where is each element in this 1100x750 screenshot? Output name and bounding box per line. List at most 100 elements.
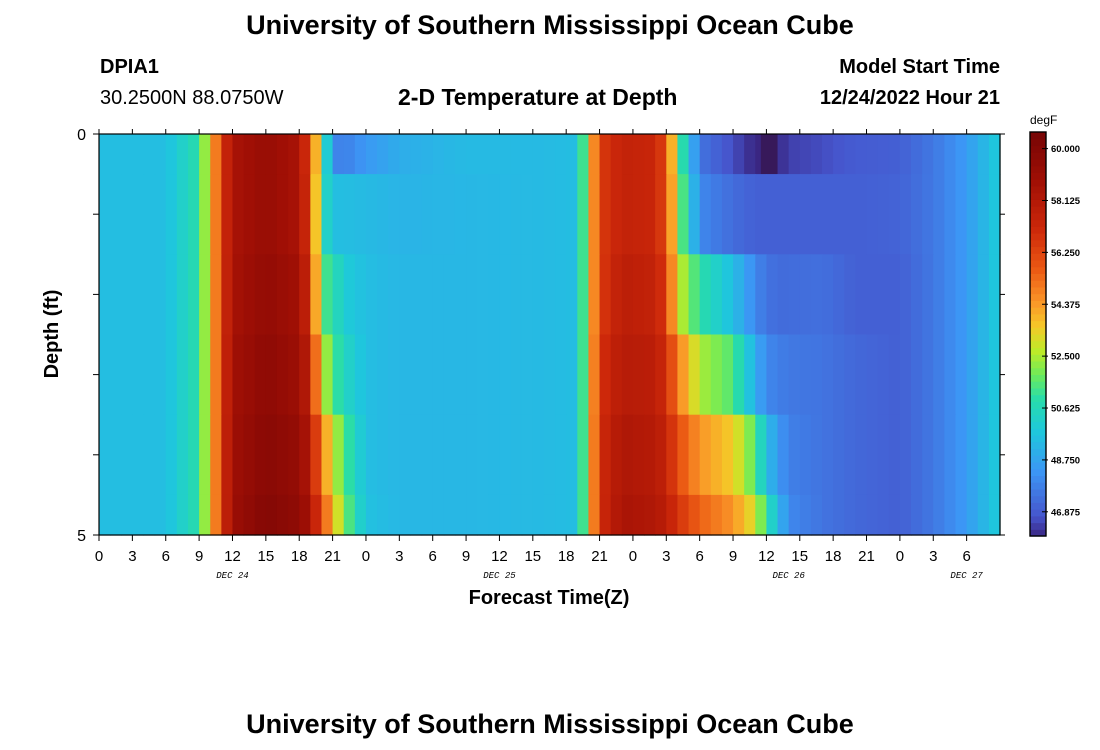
heatmap-cell [899, 254, 912, 336]
heatmap-cell [443, 494, 456, 536]
heatmap-cell [644, 174, 656, 255]
heatmap-cell [388, 254, 400, 336]
heatmap-cell [810, 174, 823, 255]
heatmap-cell [588, 254, 601, 336]
heatmap-cell [276, 494, 289, 536]
heatmap-cell [699, 254, 712, 336]
day-label: DEC 24 [216, 571, 248, 581]
heatmap-cell [365, 414, 378, 496]
heatmap-cell [154, 494, 167, 536]
colorbar-segment [1030, 239, 1046, 248]
heatmap-cell [121, 174, 133, 255]
heatmap-cell [555, 414, 567, 496]
heatmap-cell [766, 494, 779, 536]
colorbar-tick-label: 46.875 [1051, 507, 1081, 518]
heatmap-cell [299, 414, 311, 496]
heatmap-cell [966, 174, 979, 255]
heatmap-cell [210, 134, 222, 175]
heatmap-cell [944, 174, 957, 255]
x-tick-label: 6 [695, 548, 703, 565]
heatmap-cell [176, 494, 189, 536]
heatmap-cell [365, 134, 378, 175]
heatmap-cell [532, 174, 545, 255]
heatmap-cell [121, 494, 133, 536]
colorbar-segment [1030, 219, 1046, 227]
heatmap-cell [410, 334, 423, 416]
heatmap-cell [855, 414, 868, 496]
colorbar-segment [1030, 327, 1046, 335]
x-tick-label: 0 [629, 548, 637, 565]
heatmap-cell [888, 334, 901, 416]
heatmap-cell [165, 134, 178, 175]
heatmap-cell [688, 254, 701, 336]
heatmap-cell [888, 414, 901, 496]
colorbar-segment [1030, 313, 1046, 322]
heatmap-cell [265, 494, 278, 536]
heatmap-cell [210, 254, 222, 336]
heatmap-cell [733, 254, 745, 336]
heatmap-cell [288, 334, 300, 416]
heatmap-cell [543, 414, 556, 496]
heatmap-cell [432, 174, 445, 255]
heatmap-cell [232, 414, 245, 496]
colorbar-segment [1030, 502, 1046, 510]
x-tick-label: 3 [395, 548, 403, 565]
colorbar-segment [1030, 367, 1046, 375]
heatmap-cell [721, 174, 734, 255]
heatmap-cell [488, 254, 501, 336]
heatmap-cell [699, 494, 712, 536]
heatmap-cell [221, 174, 234, 255]
heatmap-cell [332, 134, 345, 175]
heatmap-cell [477, 254, 489, 336]
heatmap-cell [377, 254, 389, 336]
heatmap-cell [321, 414, 334, 496]
heatmap-cell [844, 414, 856, 496]
heatmap-cell [655, 174, 667, 255]
x-tick-label: 18 [825, 548, 842, 565]
colorbar-segment [1030, 455, 1046, 463]
heatmap-cell [443, 254, 456, 336]
heatmap-cell [877, 254, 890, 336]
heatmap-cell [699, 334, 712, 416]
heatmap-cell [577, 334, 590, 416]
heatmap-cell [365, 494, 378, 536]
heatmap-cell [165, 494, 178, 536]
heatmap-cell [699, 414, 712, 496]
heatmap-cell [988, 494, 1001, 536]
heatmap-cell [276, 174, 289, 255]
heatmap-cell [777, 134, 790, 175]
heatmap-cell [944, 334, 957, 416]
colorbar-segment [1030, 132, 1046, 140]
cold-spot-cell [760, 134, 778, 175]
heatmap-cell [210, 174, 222, 255]
heatmap-cell [365, 334, 378, 416]
heatmap-cell [799, 494, 812, 536]
heatmap-cell [933, 254, 945, 336]
heatmap-cell [232, 254, 245, 336]
heatmap-cell [176, 334, 189, 416]
heatmap-cell [265, 334, 278, 416]
heatmap-cell [276, 254, 289, 336]
colorbar-segment [1030, 226, 1046, 234]
x-tick-label: 21 [324, 548, 341, 565]
heatmap-cell [187, 494, 200, 536]
colorbar-segment [1030, 145, 1046, 153]
heatmap-cell [221, 134, 234, 175]
heatmap-cell [699, 174, 712, 255]
heatmap-cell [988, 134, 1001, 175]
heatmap-cell [532, 134, 545, 175]
heatmap-cell [488, 494, 501, 536]
heatmap-cell [710, 494, 723, 536]
heatmap-cell [988, 254, 1001, 336]
heatmap-cell [532, 254, 545, 336]
heatmap-cell [243, 334, 256, 416]
heatmap-cell [510, 174, 523, 255]
heatmap-cell [466, 174, 478, 255]
x-axis: 0 3 6 9 12 15 18 21 0 3 6 9 12 15 18 21 0 3 6 9 12 15 18 21 0 3 6 D… [95, 129, 983, 581]
colorbar-segment [1030, 293, 1046, 301]
heatmap-cell [176, 414, 189, 496]
heatmap-cell [165, 414, 178, 496]
heatmap-cell [610, 334, 623, 416]
heatmap-cell [599, 134, 612, 175]
colorbar-segment [1030, 495, 1046, 503]
